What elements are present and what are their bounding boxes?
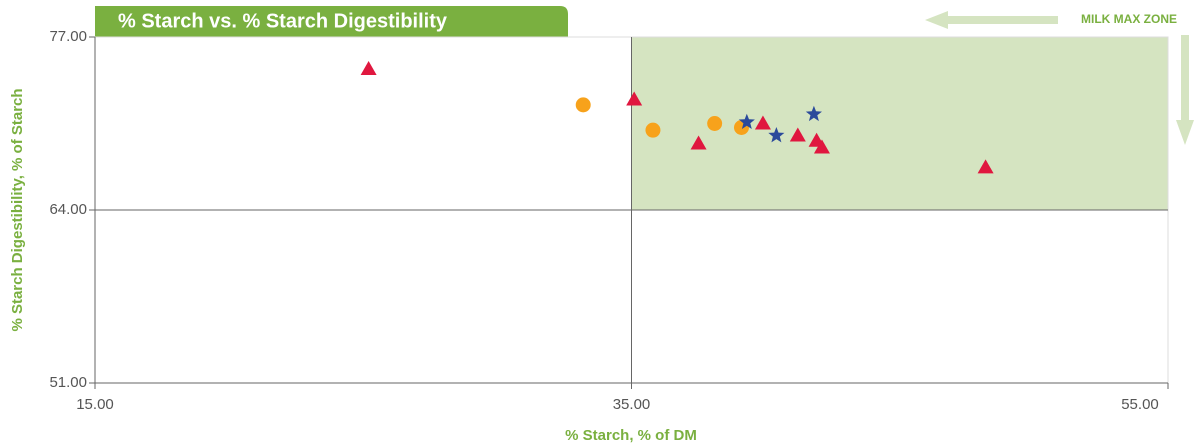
star-point xyxy=(738,113,755,129)
x-tick-label: 15.00 xyxy=(76,396,114,413)
title-tab xyxy=(95,6,568,37)
star-point xyxy=(768,127,785,143)
zone-arrow-down xyxy=(1176,35,1194,145)
x-axis-title: % Starch, % of DM xyxy=(565,427,697,444)
circle-point xyxy=(645,122,661,138)
y-tick-label: 64.00 xyxy=(49,201,87,218)
triangle-point xyxy=(813,139,830,154)
chart-title: % Starch vs. % Starch Digestibility xyxy=(118,10,448,32)
triangle-point xyxy=(690,135,707,150)
y-tick-label: 77.00 xyxy=(49,28,87,45)
triangle-point xyxy=(754,115,771,130)
x-tick-label: 55.00 xyxy=(1121,396,1159,413)
triangle-point xyxy=(977,159,994,174)
triangle-point xyxy=(789,127,806,142)
y-tick-label: 51.00 xyxy=(49,374,87,391)
circle-point xyxy=(707,116,723,131)
zone-arrow-left xyxy=(925,11,1058,29)
zone-label: MILK MAX ZONE xyxy=(1081,12,1177,26)
triangle-point xyxy=(360,60,377,75)
triangle-point xyxy=(626,91,643,106)
x-tick-label: 35.00 xyxy=(613,396,651,413)
star-point xyxy=(805,105,822,122)
circle-point xyxy=(575,97,591,113)
y-axis-title: % Starch Digestibility, % of Starch xyxy=(9,88,26,331)
